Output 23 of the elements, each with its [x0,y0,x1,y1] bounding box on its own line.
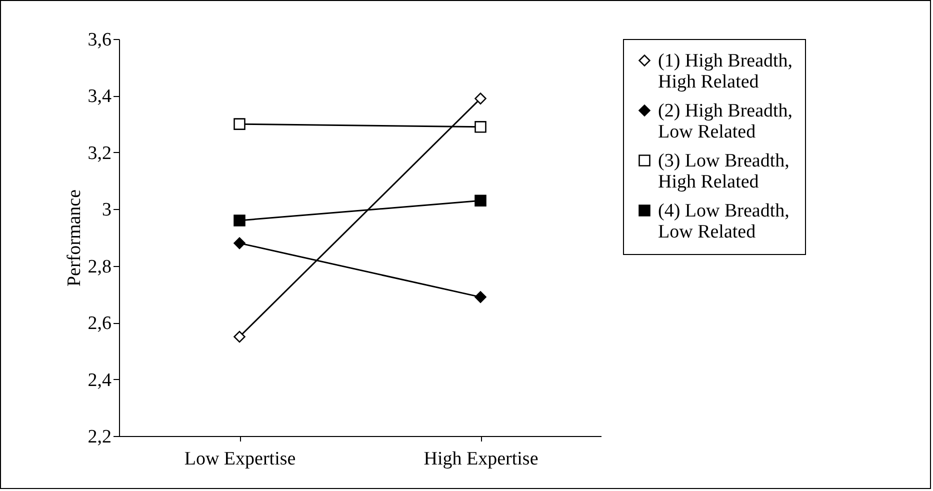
y-tick-label: 3 [102,200,112,221]
x-tick-label: Low Expertise [184,448,296,470]
point [474,194,486,207]
y-tick-label: 3,6 [88,30,112,50]
y-axis-title: Performance [64,189,85,287]
point [234,237,246,250]
y-tick-label: 3,2 [88,142,112,164]
legend-label: (2) High Breadth, Low Related [658,100,793,142]
point [474,291,486,303]
y-tick-label: 2,2 [88,426,112,448]
legend-label: (1) High Breadth, High Related [658,50,793,92]
point [234,214,246,226]
y-tick-label: 2,8 [88,256,112,278]
point [234,330,246,343]
legend-label: (3) Low Breadth, High Related [658,150,790,192]
point [474,92,486,104]
x-tick-label: High Expertise [424,448,538,470]
y-tick-label: 3,4 [88,86,112,108]
y-tick-label: 2,6 [88,313,112,334]
point [234,118,246,130]
y-tick-label: 2,4 [88,370,112,391]
legend-label: (4) Low Breadth, Low Related [658,200,790,242]
point [474,121,486,133]
